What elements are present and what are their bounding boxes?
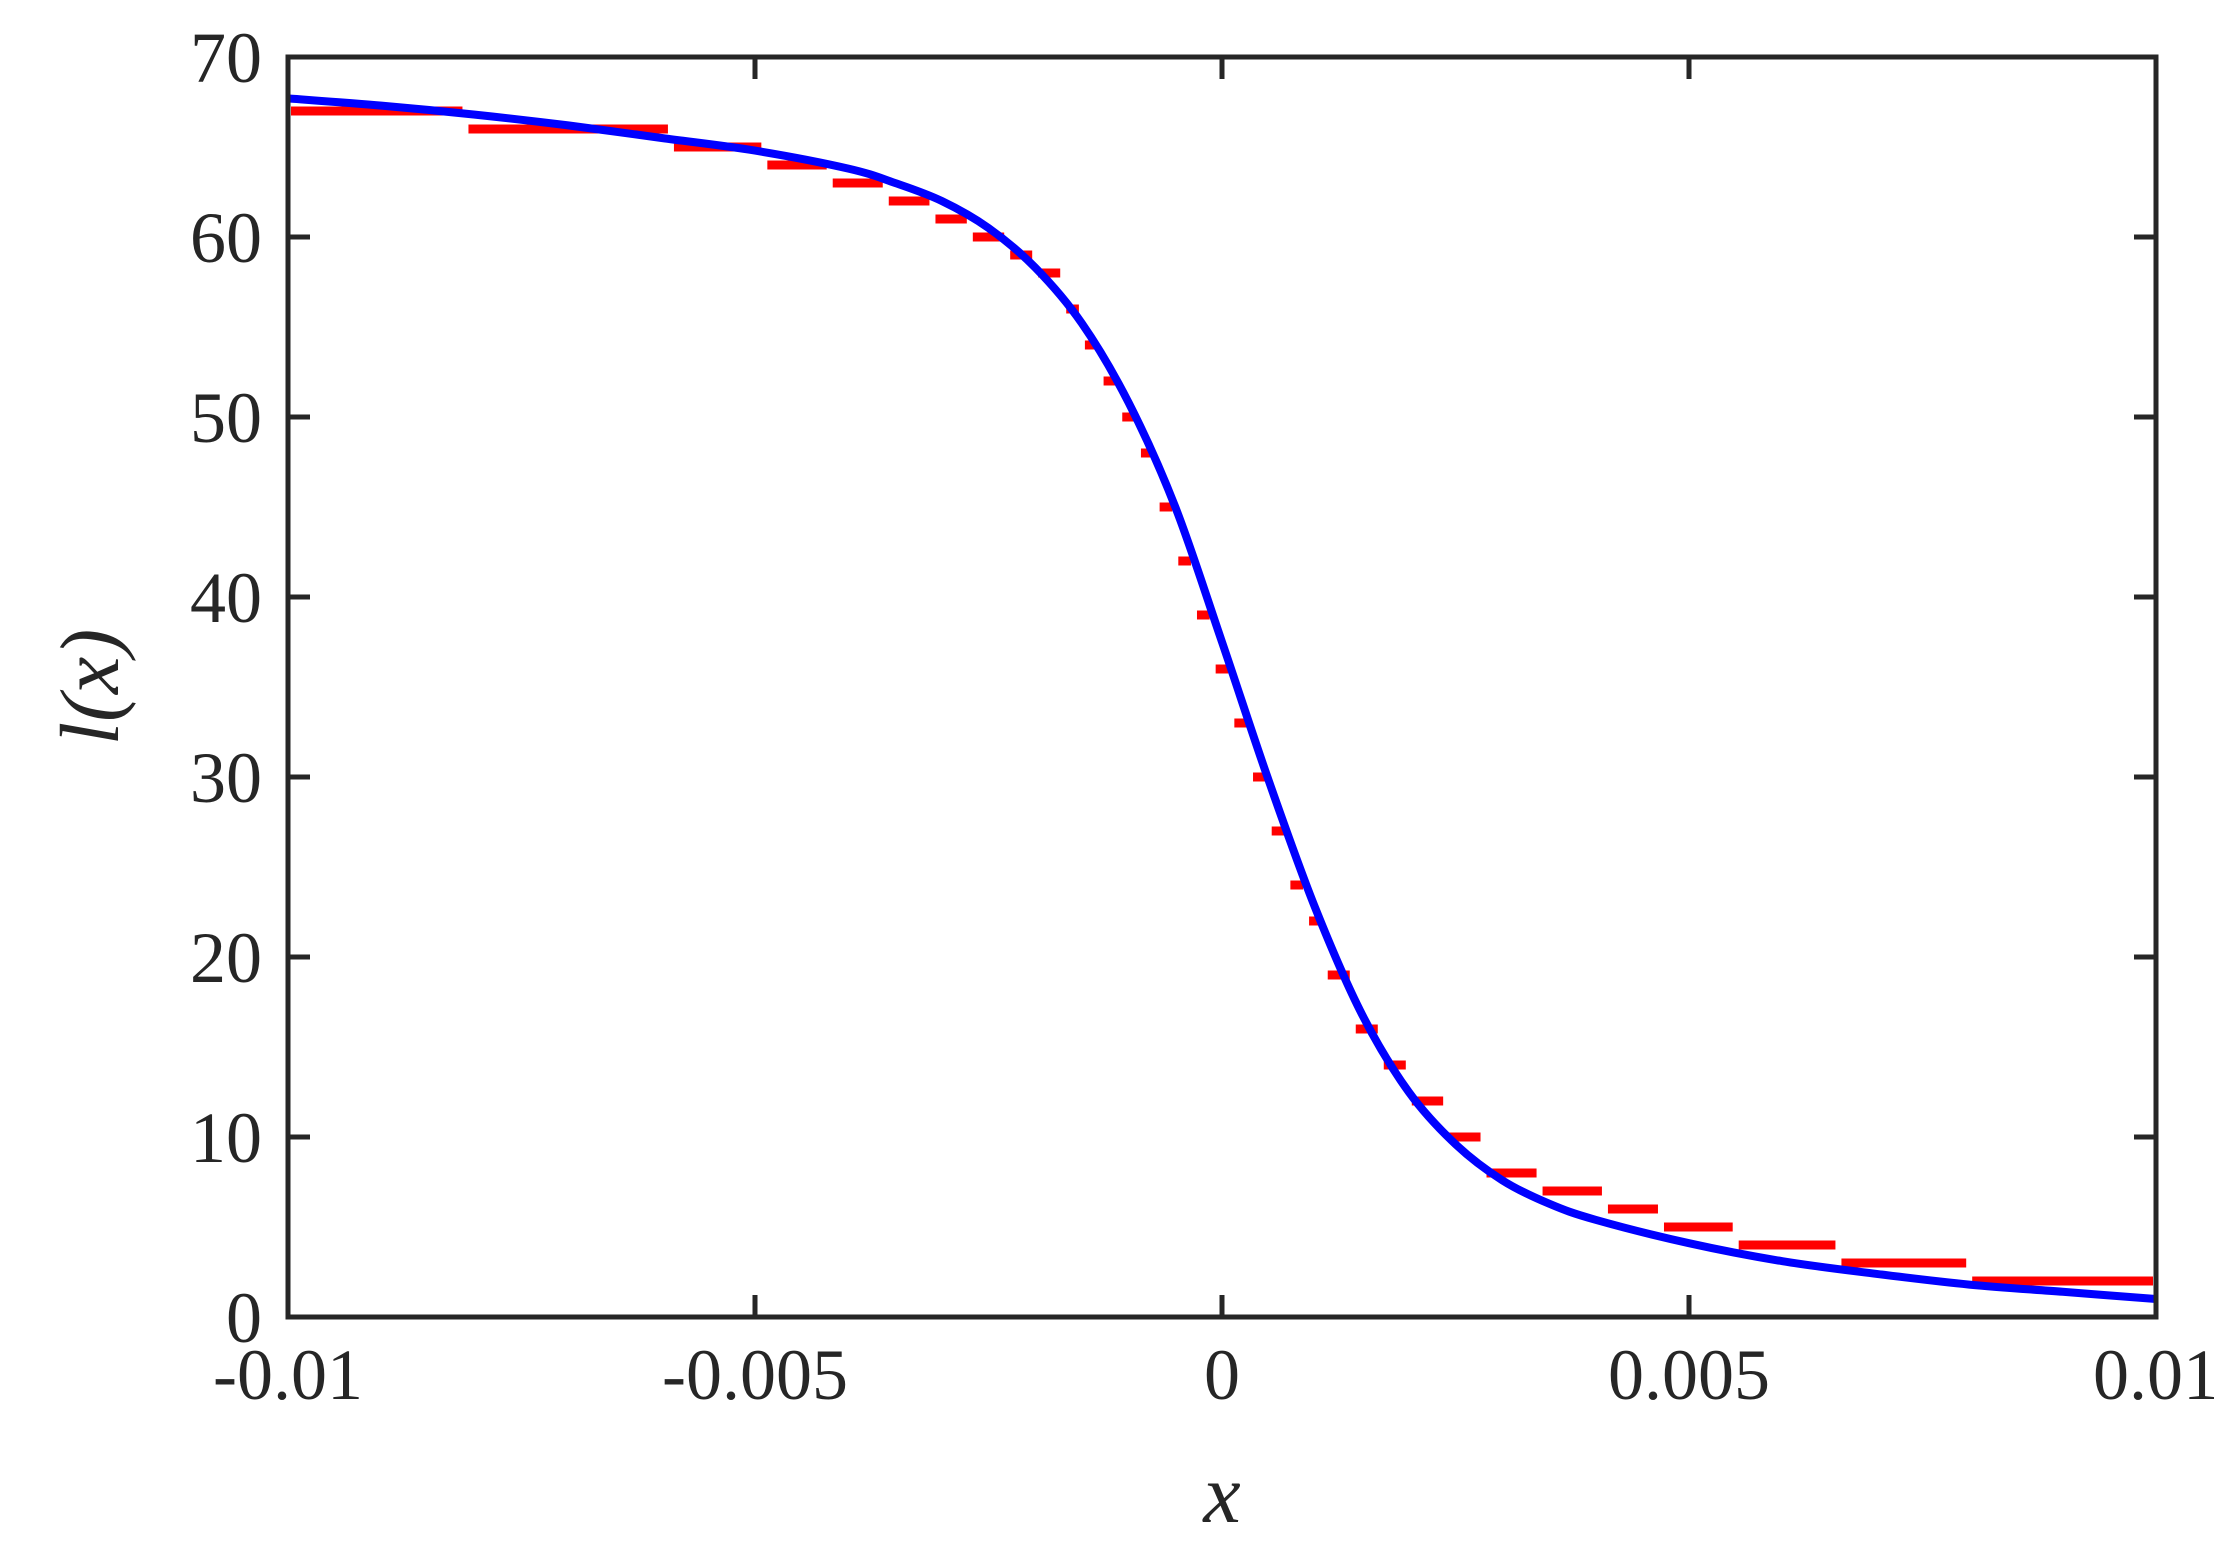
series-layer: [287, 94, 2157, 1303]
y-tick-label-3: 30: [190, 738, 262, 818]
y-tick-label-1: 10: [190, 1098, 262, 1178]
y-tick-label-2: 20: [190, 918, 262, 998]
y-tick-label-7: 70: [190, 18, 262, 98]
x-tick-label-4: 0.01: [2093, 1335, 2214, 1415]
y-tick-label-5: 50: [190, 378, 262, 458]
y-tick-label-6: 60: [190, 198, 262, 278]
x-tick-label-3: 0.005: [1608, 1335, 1770, 1415]
plot-frame: [285, 54, 2159, 1320]
y-axis-label: l(x): [44, 629, 137, 746]
x-tick-label-1: -0.005: [662, 1335, 848, 1415]
x-axis-label: x: [1201, 1448, 1240, 1541]
x-tick-label-0: -0.01: [213, 1335, 363, 1415]
ticks-layer: [285, 54, 2159, 1320]
y-tick-label-0: 0: [226, 1278, 262, 1358]
labels-layer: -0.01 -0.005 0 0.005 0.01 0 10 20 30 40 50 60 70: [190, 18, 2214, 1415]
x-tick-label-2: 0: [1204, 1335, 1240, 1415]
y-tick-label-4: 40: [190, 558, 262, 638]
blue-curve: [287, 94, 2157, 1303]
